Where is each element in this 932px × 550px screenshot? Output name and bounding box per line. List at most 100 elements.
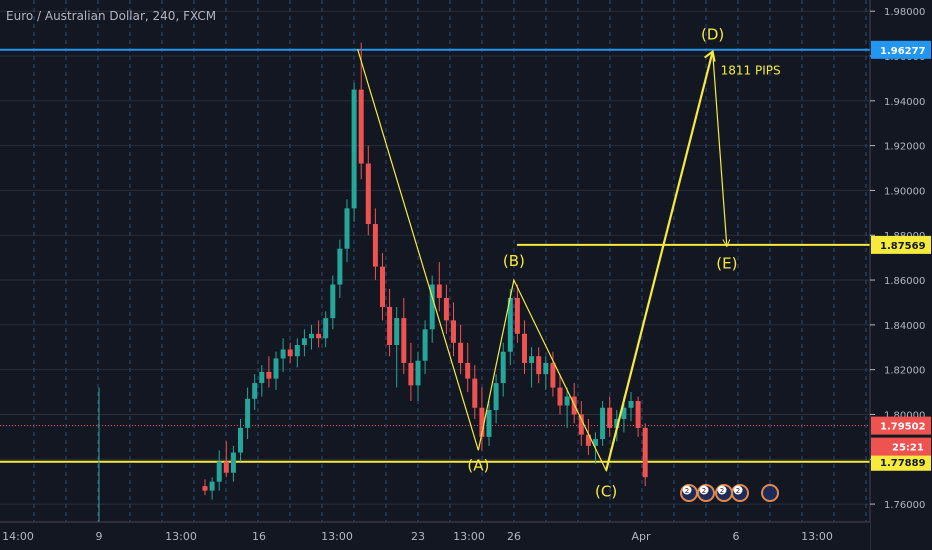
x-tick-label: 26 — [507, 530, 521, 543]
wave-label: (B) — [503, 252, 525, 270]
candle-body — [330, 284, 336, 319]
candle-body — [358, 89, 364, 164]
candle-body — [372, 224, 378, 267]
candle-body — [479, 407, 485, 437]
countdown-tag — [871, 437, 931, 456]
candle-body — [245, 398, 251, 428]
candle-body — [365, 163, 371, 225]
x-tick-label: 14:00 — [2, 530, 34, 543]
event-count-bubble — [699, 485, 709, 495]
candle-body — [486, 409, 492, 437]
candle-body — [529, 356, 535, 363]
arrow-head — [704, 49, 716, 62]
x-tick-label: 9 — [96, 530, 103, 543]
wave-label: (E) — [716, 254, 737, 272]
candle-body — [458, 342, 464, 363]
candle-body — [316, 333, 322, 339]
x-tick-label: 16 — [252, 530, 266, 543]
candle-body — [301, 338, 307, 346]
candle-body — [607, 407, 613, 428]
x-tick-label: 13:00 — [321, 530, 353, 543]
candle-body — [273, 358, 279, 379]
candle-body — [514, 297, 520, 334]
event-badge-icon — [761, 484, 779, 502]
candle-body — [507, 297, 513, 352]
time-axis[interactable]: 14:00 9 13:00 16 13:00 23 13:00 26 Apr 6 13:00 — [0, 521, 870, 550]
candle-body — [628, 401, 634, 408]
candle-body — [550, 362, 556, 388]
candle-body — [344, 208, 350, 249]
candle-body — [309, 333, 314, 339]
x-tick-label: 6 — [733, 530, 740, 543]
price-tag-label: 1.96277 — [880, 46, 926, 57]
y-tick-label: 1.94000 — [884, 97, 925, 108]
candle-body — [500, 351, 506, 384]
time-axis-background — [0, 522, 870, 550]
candle-body — [472, 378, 478, 408]
candle-body — [408, 362, 414, 386]
event-count-bubble — [682, 485, 692, 495]
candle-body — [266, 371, 272, 379]
price-tag — [871, 235, 931, 254]
candle-body — [216, 461, 222, 482]
event-badges: 2 2 2 2 — [680, 484, 779, 502]
candle-body — [287, 349, 293, 357]
price-tag-label: 1.87569 — [880, 241, 926, 252]
grid — [0, 0, 870, 522]
price-levels — [0, 48, 870, 463]
candle-body — [337, 248, 343, 285]
wave-path — [357, 49, 728, 473]
event-count-label: 2 — [685, 487, 689, 495]
candle-body — [621, 407, 627, 419]
candle-body — [209, 481, 215, 491]
y-tick-label: 1.76000 — [884, 500, 925, 511]
price-tag — [871, 40, 931, 59]
wave-label: (D) — [701, 26, 724, 44]
wave-pattern: (A) (B) (C) (D) (E) 1811 PIPS — [357, 26, 781, 500]
event-count-label: 2 — [720, 487, 724, 495]
candle-body — [493, 383, 499, 410]
candle-body — [642, 427, 648, 478]
candle-body — [238, 427, 243, 453]
x-tick-label: Apr — [631, 530, 651, 543]
countdown-label: 25:21 — [892, 443, 924, 454]
candles — [98, 42, 648, 522]
candle-body — [614, 418, 620, 428]
candle-body — [451, 320, 456, 343]
event-count-bubble — [733, 485, 743, 495]
y-tick-label: 1.82000 — [884, 366, 925, 377]
candle-body — [280, 349, 286, 359]
arrow-head — [722, 239, 731, 248]
price-tag — [871, 452, 931, 471]
y-tick-label: 1.84000 — [884, 321, 925, 332]
candle-body — [429, 284, 435, 330]
x-tick-label: 13:00 — [165, 530, 197, 543]
y-tick-label: 1.98000 — [884, 7, 925, 18]
candle-body — [585, 434, 591, 446]
candle-body — [294, 345, 300, 357]
candle-body — [387, 306, 393, 346]
candle-body — [323, 318, 329, 339]
candle-body — [536, 356, 542, 375]
wave-label: (C) — [595, 482, 617, 500]
candle-body — [259, 371, 265, 384]
candle-body — [351, 89, 357, 209]
y-tick-label: 1.86000 — [884, 276, 925, 287]
projection-leg — [605, 51, 714, 471]
candle-body — [436, 284, 442, 298]
y-tick-label: 1.92000 — [884, 142, 925, 153]
candle-body — [415, 360, 421, 386]
candle-body — [593, 439, 598, 446]
x-tick-label: 13:00 — [801, 530, 833, 543]
x-tick-label: 13:00 — [453, 530, 485, 543]
candle-body — [543, 362, 549, 375]
candle-body — [635, 401, 641, 428]
price-axis[interactable]: 1.980001.960001.940001.920001.900001.880… — [869, 0, 932, 550]
price-tag — [871, 416, 931, 435]
event-count-label: 2 — [736, 487, 740, 495]
price-tag-label: 1.79502 — [880, 422, 926, 433]
chart-symbol-title: Euro / Australian Dollar, 240, FXCM — [6, 9, 217, 23]
candle-body — [564, 396, 570, 406]
candle-body — [380, 266, 385, 307]
